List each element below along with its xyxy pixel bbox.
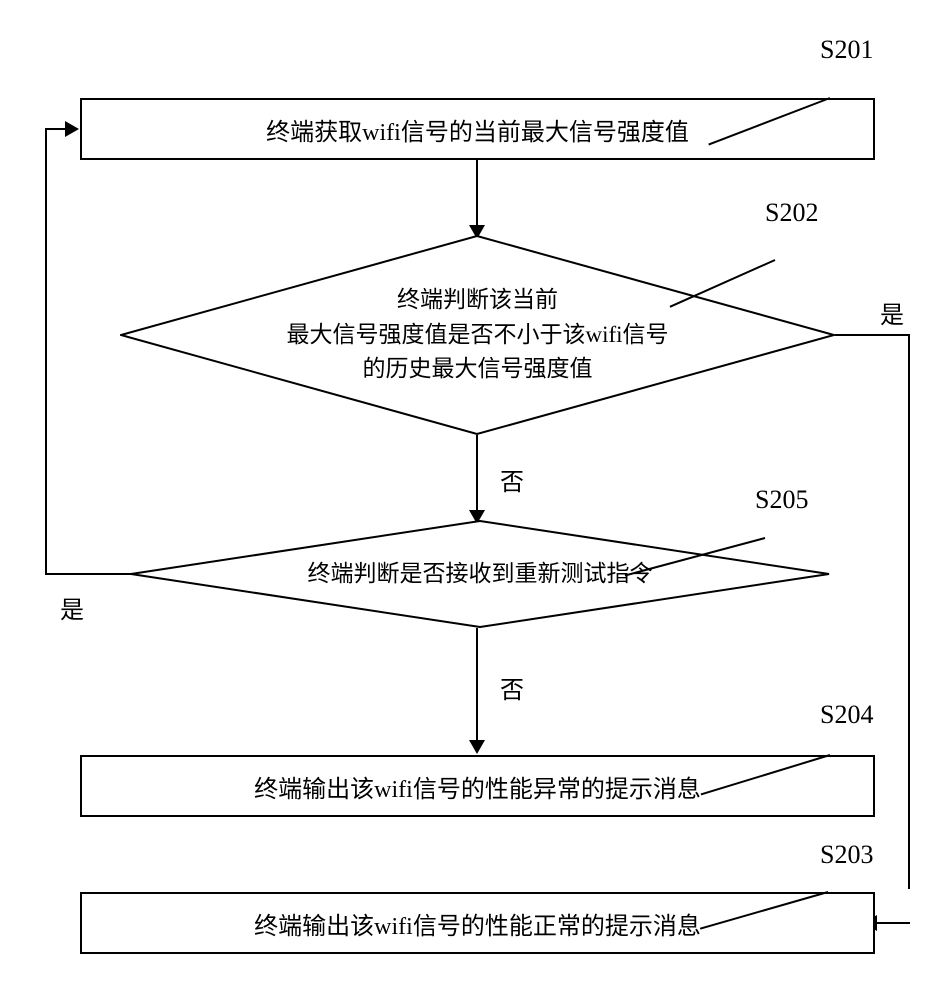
node-s202: 终端判断该当前 最大信号强度值是否不小于该wifi信号 的历史最大信号强度值 — [120, 235, 835, 435]
edge-s202-s205-label: 否 — [500, 462, 524, 497]
label-s203: S203 — [820, 840, 873, 870]
node-s202-text-l1: 终端判断该当前 — [397, 283, 558, 318]
label-s204: S204 — [820, 700, 873, 730]
arrow-s205-s201-head — [65, 121, 79, 137]
flowchart-canvas: 终端获取wifi信号的当前最大信号强度值 S201 终端判断该当前 最大信号强度… — [20, 20, 923, 980]
arrow-s201-s202 — [476, 160, 478, 230]
edge-s205-s201-label: 是 — [60, 590, 84, 625]
node-s205-text: 终端判断是否接收到重新测试指令 — [308, 557, 653, 592]
arrow-s205-s201-h — [45, 573, 131, 575]
arrow-s202-s203-h2 — [875, 922, 910, 924]
node-s205: 终端判断是否接收到重新测试指令 — [130, 520, 830, 628]
node-s203: 终端输出该wifi信号的性能正常的提示消息 — [80, 892, 875, 954]
arrow-s205-s204-head — [469, 740, 485, 754]
node-s201-text: 终端获取wifi信号的当前最大信号强度值 — [266, 112, 689, 147]
node-s202-text-l2: 最大信号强度值是否不小于该wifi信号 — [286, 318, 668, 353]
edge-s205-s204-label: 否 — [500, 670, 524, 705]
label-s205: S205 — [755, 485, 808, 515]
arrow-s202-s203-v — [908, 334, 910, 889]
edge-s202-s203-label: 是 — [880, 295, 904, 330]
node-s203-text: 终端输出该wifi信号的性能正常的提示消息 — [254, 906, 701, 941]
arrow-s202-s203-h — [835, 334, 910, 336]
node-s204: 终端输出该wifi信号的性能异常的提示消息 — [80, 755, 875, 817]
label-s202: S202 — [765, 198, 818, 228]
arrow-s205-s204 — [476, 628, 478, 743]
node-s204-text: 终端输出该wifi信号的性能异常的提示消息 — [254, 769, 701, 804]
label-s201: S201 — [820, 35, 873, 65]
node-s202-text-l3: 的历史最大信号强度值 — [363, 352, 593, 387]
node-s201: 终端获取wifi信号的当前最大信号强度值 — [80, 98, 875, 160]
arrow-s205-s201-v — [45, 128, 47, 575]
arrow-s205-s201-h2 — [45, 128, 67, 130]
arrow-s202-s205 — [476, 435, 478, 515]
